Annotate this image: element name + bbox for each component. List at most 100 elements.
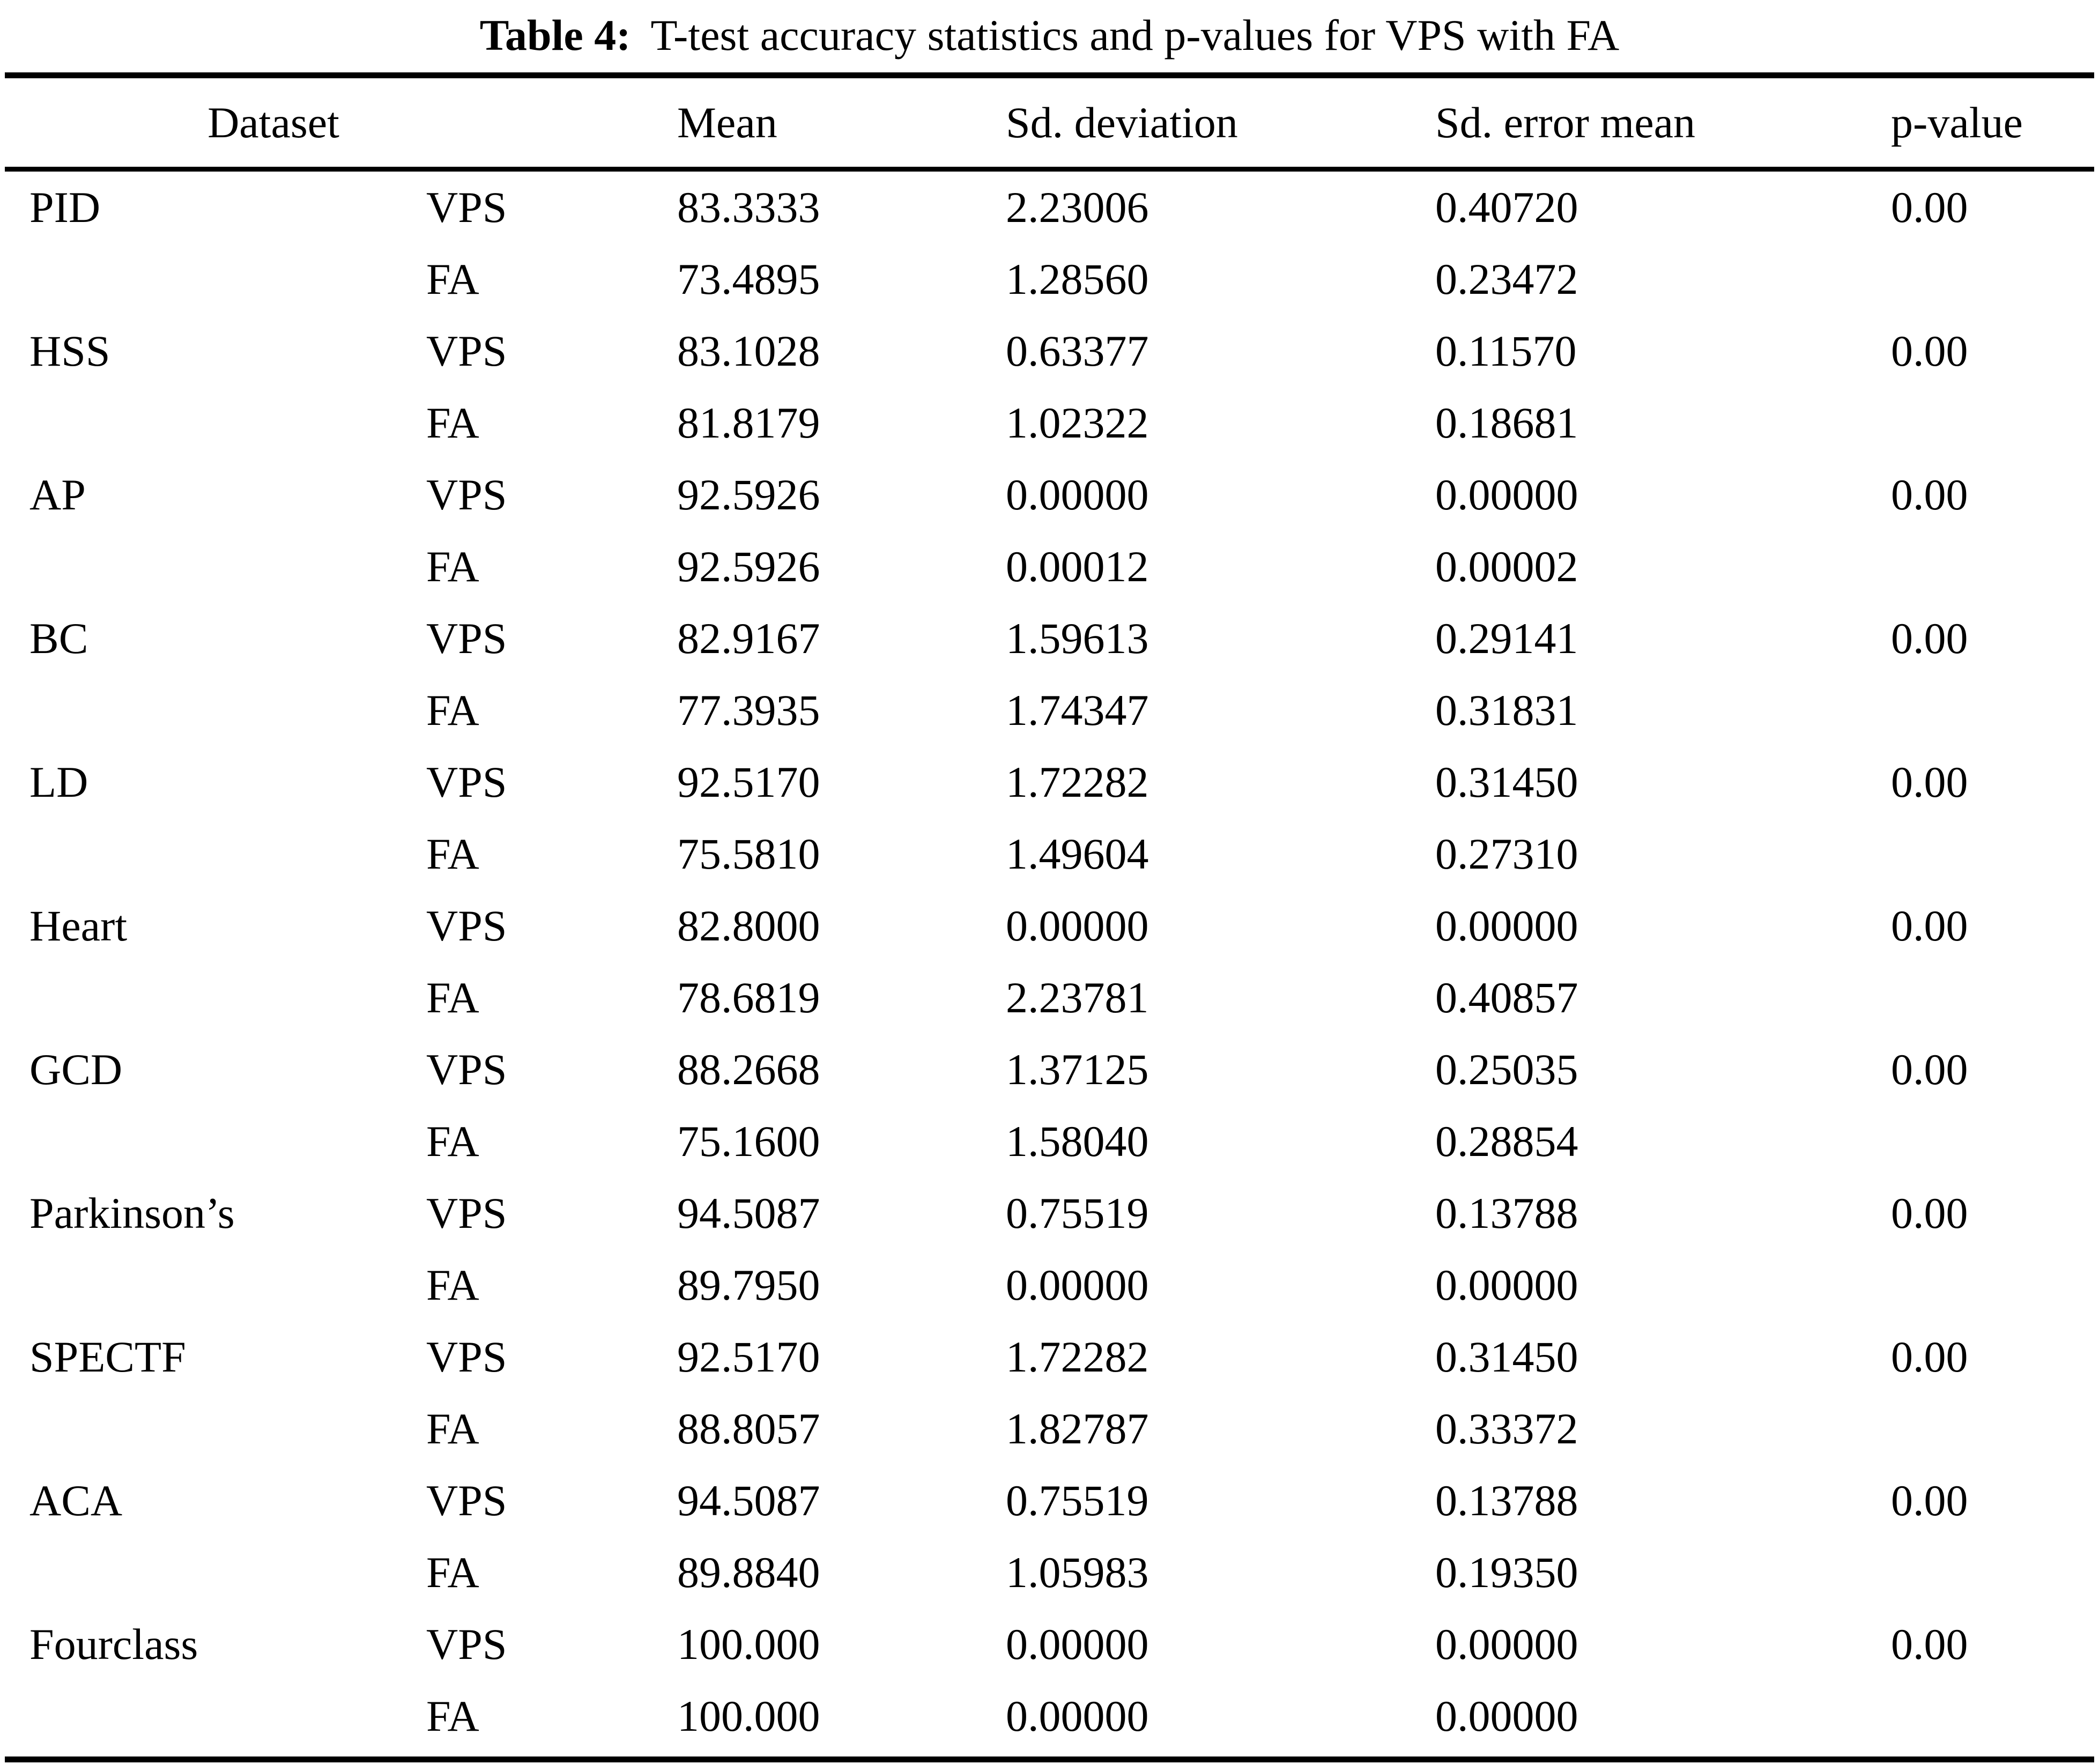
table-row-hss-fa: FA 81.8179 1.02322 0.18681	[5, 387, 2094, 459]
method-cell: FA	[426, 1548, 479, 1597]
mean-cell: 92.5170	[677, 758, 820, 806]
sd-cell: 1.72282	[1006, 758, 1149, 806]
se-cell: 0.29141	[1435, 614, 1578, 663]
mean-cell: 77.3935	[677, 686, 820, 735]
p-value-cell	[1891, 962, 2094, 1034]
sd-cell: 0.75519	[1006, 1476, 1149, 1525]
se-cell: 0.00000	[1435, 470, 1578, 519]
dataset-name-cell	[5, 962, 426, 1034]
se-cell: 0.33372	[1435, 1404, 1578, 1453]
table-caption: Table 4: T-test accuracy statistics and p…	[0, 0, 2099, 72]
table-caption-text: T-test accuracy statistics and p-values …	[650, 11, 1620, 60]
se-cell: 0.00000	[1435, 1261, 1578, 1309]
table-row-ld-fa: FA 75.5810 1.49604 0.27310	[5, 818, 2094, 890]
sd-cell: 0.00000	[1006, 1261, 1149, 1309]
mean-cell: 92.5926	[677, 542, 820, 591]
p-value-cell	[1891, 1106, 2094, 1177]
p-value-cell: 0.00	[1891, 1476, 1968, 1525]
mean-cell: 73.4895	[677, 255, 820, 303]
method-cell: VPS	[426, 901, 507, 950]
p-value-cell: 0.00	[1891, 470, 1968, 519]
p-value-cell: 0.00	[1891, 901, 1968, 950]
method-cell: FA	[426, 1117, 479, 1166]
sd-cell: 0.00000	[1006, 901, 1149, 950]
se-cell: 0.19350	[1435, 1548, 1578, 1597]
p-value-cell	[1891, 1393, 2094, 1465]
p-value-cell: 0.00	[1891, 1189, 1968, 1237]
sd-cell: 1.28560	[1006, 255, 1149, 303]
table-row-ld-vps: LD VPS 92.5170 1.72282 0.31450 0.00	[5, 746, 2094, 818]
p-value-cell	[1891, 1249, 2094, 1321]
method-cell: FA	[426, 686, 479, 735]
table-row-bc-vps: BC VPS 82.9167 1.59613 0.29141 0.00	[5, 603, 2094, 675]
dataset-name-cell: BC	[29, 614, 88, 663]
dataset-name-cell	[5, 387, 426, 459]
method-cell: FA	[426, 829, 479, 878]
dataset-name-cell: LD	[29, 758, 88, 806]
column-header-sd-error-mean: Sd. error mean	[1435, 75, 1892, 172]
se-cell: 0.13788	[1435, 1189, 1578, 1237]
sd-cell: 0.00000	[1006, 1692, 1149, 1740]
dataset-name-cell: AP	[29, 470, 86, 519]
method-cell: VPS	[426, 1189, 507, 1237]
p-value-cell	[1891, 1680, 2094, 1760]
table-row-gcd-fa: FA 75.1600 1.58040 0.28854	[5, 1106, 2094, 1177]
mean-cell: 83.1028	[677, 327, 820, 375]
mean-cell: 89.7950	[677, 1261, 820, 1309]
sd-cell: 1.37125	[1006, 1045, 1149, 1094]
se-cell: 0.00002	[1435, 542, 1578, 591]
dataset-name-cell: GCD	[29, 1045, 123, 1094]
method-cell: FA	[426, 973, 479, 1022]
table-row-spectf-fa: FA 88.8057 1.82787 0.33372	[5, 1393, 2094, 1465]
method-cell: VPS	[426, 1332, 507, 1381]
mean-cell: 92.5170	[677, 1332, 820, 1381]
sd-cell: 2.23006	[1006, 183, 1149, 232]
method-cell: VPS	[426, 614, 507, 663]
p-value-cell	[1891, 675, 2094, 746]
dataset-name-cell	[5, 1393, 426, 1465]
method-cell: VPS	[426, 470, 507, 519]
table-row-pid-vps: PID VPS 83.3333 2.23006 0.40720 0.00	[5, 169, 2094, 244]
table-row-aca-vps: ACA VPS 94.5087 0.75519 0.13788 0.00	[5, 1465, 2094, 1537]
p-value-cell	[1891, 1537, 2094, 1609]
mean-cell: 82.8000	[677, 901, 820, 950]
se-cell: 0.00000	[1435, 901, 1578, 950]
mean-cell: 88.8057	[677, 1404, 820, 1453]
se-cell: 0.40720	[1435, 183, 1578, 232]
dataset-name-cell: Fourclass	[29, 1620, 198, 1669]
dataset-name-cell	[5, 675, 426, 746]
sd-cell: 1.58040	[1006, 1117, 1149, 1166]
sd-cell: 1.49604	[1006, 829, 1149, 878]
dataset-name-cell: Heart	[29, 901, 128, 950]
p-value-cell	[1891, 818, 2094, 890]
dataset-name-cell	[5, 243, 426, 315]
p-value-cell	[1891, 387, 2094, 459]
method-cell: VPS	[426, 183, 507, 232]
table-row-bc-fa: FA 77.3935 1.74347 0.31831	[5, 675, 2094, 746]
header-row: Dataset Mean Sd. deviation Sd. error mea…	[5, 75, 2095, 172]
table-row-hss-vps: HSS VPS 83.1028 0.63377 0.11570 0.00	[5, 315, 2094, 387]
sd-cell: 1.59613	[1006, 614, 1149, 663]
p-value-cell	[1891, 531, 2094, 603]
method-cell: VPS	[426, 1476, 507, 1525]
column-header-p-value: p-value	[1891, 75, 2095, 172]
se-cell: 0.13788	[1435, 1476, 1578, 1525]
mean-cell: 94.5087	[677, 1476, 820, 1525]
se-cell: 0.40857	[1435, 973, 1578, 1022]
method-cell: FA	[426, 1261, 479, 1309]
ttest-table: Dataset Mean Sd. deviation Sd. error mea…	[5, 72, 2095, 1762]
p-value-cell: 0.00	[1891, 183, 1968, 232]
dataset-name-cell: PID	[29, 183, 101, 232]
mean-cell: 94.5087	[677, 1189, 820, 1237]
mean-cell: 89.8840	[677, 1548, 820, 1597]
dataset-name-cell	[5, 1680, 426, 1760]
p-value-cell	[1891, 243, 2094, 315]
se-cell: 0.00000	[1435, 1692, 1578, 1740]
dataset-name-cell: HSS	[29, 327, 110, 375]
mean-cell: 92.5926	[677, 470, 820, 519]
dataset-name-cell: Parkinson’s	[29, 1189, 235, 1237]
sd-cell: 0.00012	[1006, 542, 1149, 591]
mean-cell: 100.000	[677, 1692, 820, 1740]
mean-cell: 81.8179	[677, 398, 820, 447]
